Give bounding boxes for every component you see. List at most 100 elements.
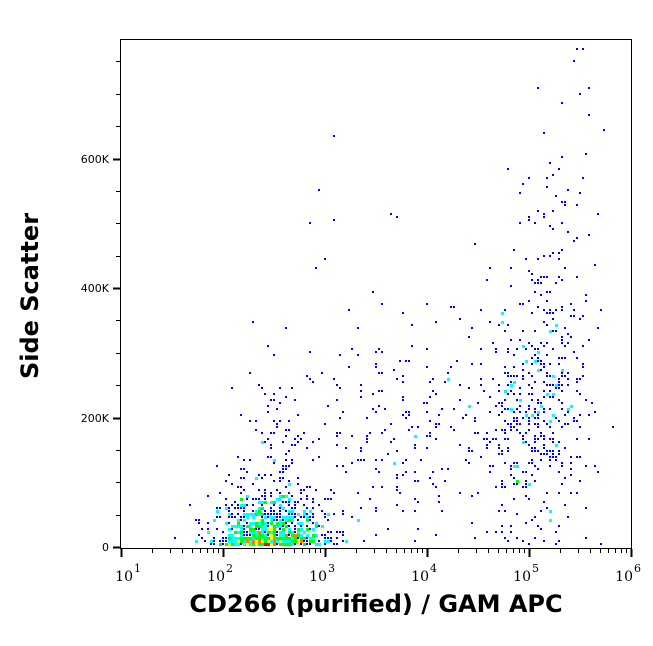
data-point xyxy=(543,453,545,455)
data-point xyxy=(258,384,260,386)
data-point xyxy=(249,372,251,374)
data-point xyxy=(498,324,500,326)
data-point xyxy=(297,522,300,525)
data-point xyxy=(531,399,533,401)
data-point xyxy=(321,510,323,512)
data-point xyxy=(252,540,255,543)
data-point xyxy=(285,522,287,524)
data-point xyxy=(312,537,315,540)
data-point xyxy=(216,528,218,530)
data-point xyxy=(312,522,314,524)
data-point xyxy=(276,540,279,543)
data-point xyxy=(543,390,545,392)
data-point xyxy=(279,477,281,479)
data-point xyxy=(285,465,287,467)
data-point xyxy=(318,189,320,191)
data-point xyxy=(570,336,572,338)
data-point xyxy=(378,348,380,350)
data-point xyxy=(510,429,512,431)
data-point xyxy=(543,321,545,323)
data-point xyxy=(402,399,404,401)
data-point xyxy=(396,474,398,476)
data-point xyxy=(306,447,308,449)
data-point xyxy=(303,489,305,491)
data-point xyxy=(243,519,246,522)
data-point xyxy=(579,393,581,395)
data-point xyxy=(543,396,545,398)
data-point xyxy=(531,474,533,476)
data-point xyxy=(510,525,512,527)
data-point xyxy=(252,528,255,531)
data-point xyxy=(270,528,273,531)
data-point xyxy=(258,474,260,476)
data-point xyxy=(309,516,311,518)
data-point xyxy=(561,342,563,344)
data-point xyxy=(336,543,338,545)
data-point xyxy=(243,531,245,533)
data-point xyxy=(234,516,236,518)
data-point xyxy=(273,525,276,528)
data-point xyxy=(561,369,564,372)
data-point xyxy=(486,438,488,440)
data-point xyxy=(528,498,530,500)
data-point xyxy=(369,432,371,434)
data-point xyxy=(270,444,272,446)
data-point xyxy=(303,516,305,518)
data-point xyxy=(231,387,233,389)
data-point xyxy=(258,513,261,516)
data-point xyxy=(219,540,221,542)
data-point xyxy=(240,525,243,528)
data-point xyxy=(525,441,527,443)
data-point xyxy=(516,417,518,419)
data-point xyxy=(264,474,266,476)
data-point xyxy=(573,420,575,422)
data-point xyxy=(525,522,527,524)
data-point xyxy=(276,537,279,540)
data-point xyxy=(273,501,276,504)
data-point xyxy=(291,459,293,461)
data-point xyxy=(306,486,308,488)
data-point xyxy=(375,459,377,461)
data-point xyxy=(468,450,470,452)
data-point xyxy=(258,543,261,546)
data-point xyxy=(249,513,252,516)
data-point xyxy=(312,540,315,543)
data-point xyxy=(270,531,273,534)
data-point xyxy=(534,381,536,383)
data-point xyxy=(513,411,515,413)
data-point xyxy=(522,441,525,444)
data-point xyxy=(255,420,257,422)
data-point xyxy=(402,510,404,512)
data-point xyxy=(246,513,249,516)
data-point xyxy=(360,447,362,449)
data-point xyxy=(342,534,344,536)
data-point xyxy=(207,522,209,524)
data-point xyxy=(462,417,464,419)
data-point xyxy=(261,441,264,444)
data-point xyxy=(486,432,488,434)
data-point xyxy=(264,441,266,443)
data-point xyxy=(552,348,554,350)
data-point xyxy=(261,543,264,546)
data-point xyxy=(612,426,614,428)
data-point xyxy=(558,363,560,365)
data-point xyxy=(261,495,263,497)
data-point xyxy=(513,462,515,464)
data-point xyxy=(234,531,237,534)
data-point xyxy=(318,540,320,542)
data-point xyxy=(510,267,512,269)
data-point xyxy=(342,510,344,512)
data-point xyxy=(249,528,252,531)
data-point xyxy=(489,471,491,473)
data-point xyxy=(558,387,560,389)
data-point xyxy=(498,447,500,449)
data-point xyxy=(258,510,261,513)
data-point xyxy=(549,330,552,333)
data-point xyxy=(381,372,383,374)
data-point xyxy=(240,537,243,540)
data-point xyxy=(246,498,248,500)
data-point xyxy=(378,372,380,374)
data-point xyxy=(375,510,377,512)
data-point xyxy=(375,468,377,470)
data-point xyxy=(507,375,509,377)
